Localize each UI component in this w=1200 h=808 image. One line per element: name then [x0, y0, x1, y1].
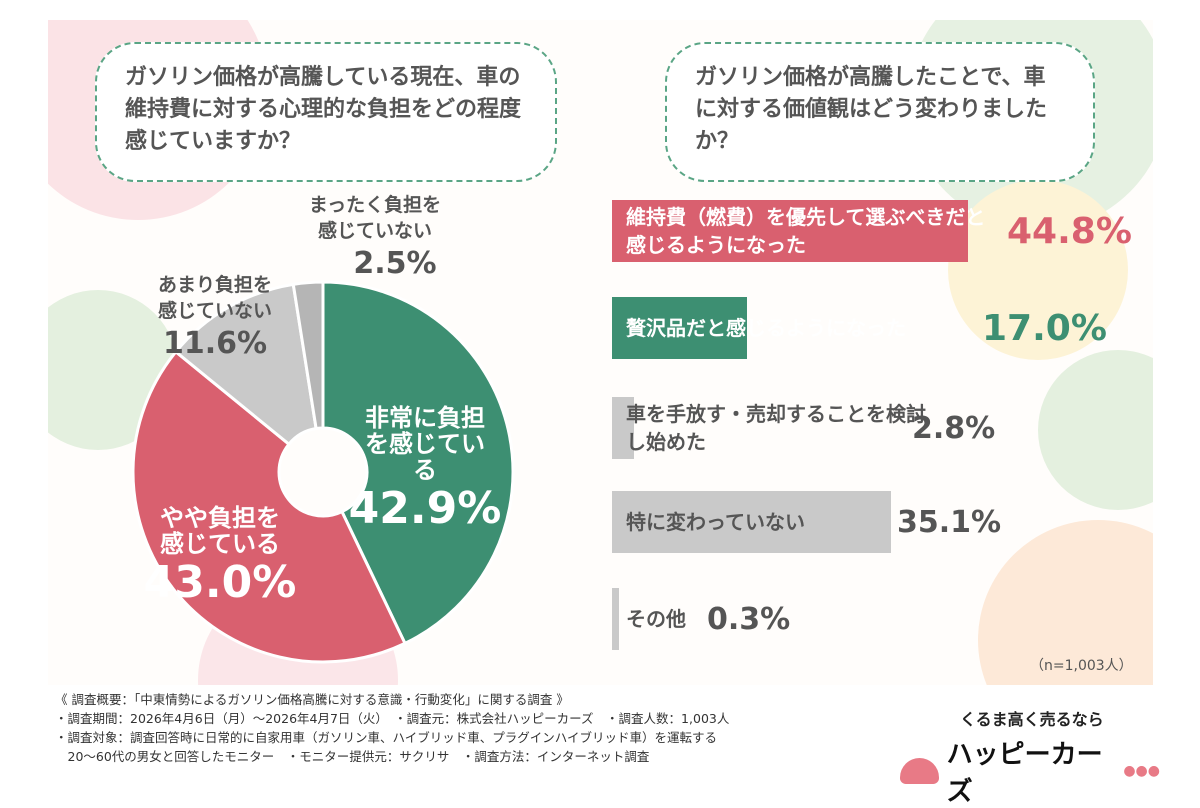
bar-value-4: 0.3%	[707, 601, 791, 637]
bar-1	[612, 297, 748, 359]
pie-label-1: やや負担を感じている 43.0%	[140, 505, 300, 609]
elephant-logo-icon	[900, 758, 939, 784]
logo-dots-icon: ●●●	[1123, 763, 1160, 779]
pie-label-3-text: まったく負担を感じていない	[308, 194, 442, 242]
pie-label-2: あまり負担を感じていない 11.6%	[140, 272, 290, 364]
logo: くるま高く売るなら ハッピーカーズ ●●●	[900, 706, 1160, 808]
right-question-text: ガソリン価格が高騰したことで、車に対する価値観はどう変わりましたか？	[695, 65, 1048, 154]
right-question: ガソリン価格が高騰したことで、車に対する価値観はどう変わりましたか？	[665, 42, 1095, 182]
pie-slice-2	[173, 282, 318, 447]
bar-label-0: 維持費（燃費）を優先して選ぶべきだと感じるようになった	[626, 205, 986, 257]
left-question: ガソリン価格が高騰している現在、車の維持費に対する心理的な負担をどの程度感じてい…	[95, 42, 557, 182]
pie-label-3: まったく負担を感じていない 2.5%	[290, 192, 460, 284]
bar-value-3: 35.1%	[897, 504, 1002, 540]
left-question-text: ガソリン価格が高騰している現在、車の維持費に対する心理的な負担をどの程度感じてい…	[125, 65, 522, 154]
sample-size-note: （n=1,003人）	[1030, 658, 1133, 674]
pie-slice-3	[291, 280, 325, 431]
bar-label-4: その他	[626, 607, 686, 631]
bar-label-2: 車を手放す・売却することを検討し始めた	[626, 402, 926, 454]
footer-line: 《 調査概要：「中東情勢によるガソリン価格高騰に対する意識・行動変化」に関する調…	[55, 692, 569, 707]
bar-0	[612, 200, 969, 262]
pie-value-3: 2.5%	[353, 246, 437, 281]
bar-2	[612, 397, 635, 459]
pie-label-2-text: あまり負担を感じていない	[157, 274, 272, 322]
pie-value-2: 11.6%	[162, 326, 268, 361]
logo-name: ハッピーカーズ	[946, 740, 1103, 807]
footer-line: ・調査対象：調査回答時に日常的に自家用車（ガソリン車、ハイブリッド車、プラグイン…	[55, 730, 718, 745]
bar-3	[612, 491, 892, 553]
bar-value-2: 2.8%	[912, 410, 996, 446]
bar-label-1: 贅沢品だと感じるようになった	[626, 316, 906, 340]
bar-label-3: 特に変わっていない	[626, 510, 805, 534]
pie-value-0: 42.9%	[348, 483, 502, 534]
pie-label-1-text: やや負担を感じている	[160, 504, 280, 558]
footer-line: ・調査期間：2026年4月6日（月）～2026年4月7日（火） ・調査元：株式会…	[55, 711, 730, 726]
logo-tagline: くるま高く売るなら	[960, 710, 1104, 729]
pie-label-0: 非常に負担を感じている 42.9%	[345, 405, 505, 535]
survey-footer: 《 調査概要：「中東情勢によるガソリン価格高騰に対する意識・行動変化」に関する調…	[55, 690, 729, 766]
pie-slice-1	[131, 349, 407, 664]
bar-4	[612, 588, 619, 650]
pie-label-0-text: 非常に負担を感じている	[365, 404, 485, 484]
bar-value-1: 17.0%	[982, 307, 1107, 349]
footer-line: 20～60代の男女と回答したモニター ・モニター提供元：サクリサ ・調査方法：イ…	[55, 749, 650, 764]
pie-slice-0	[321, 280, 515, 646]
bar-value-0: 44.8%	[1007, 210, 1132, 252]
pie-value-1: 43.0%	[143, 557, 297, 608]
